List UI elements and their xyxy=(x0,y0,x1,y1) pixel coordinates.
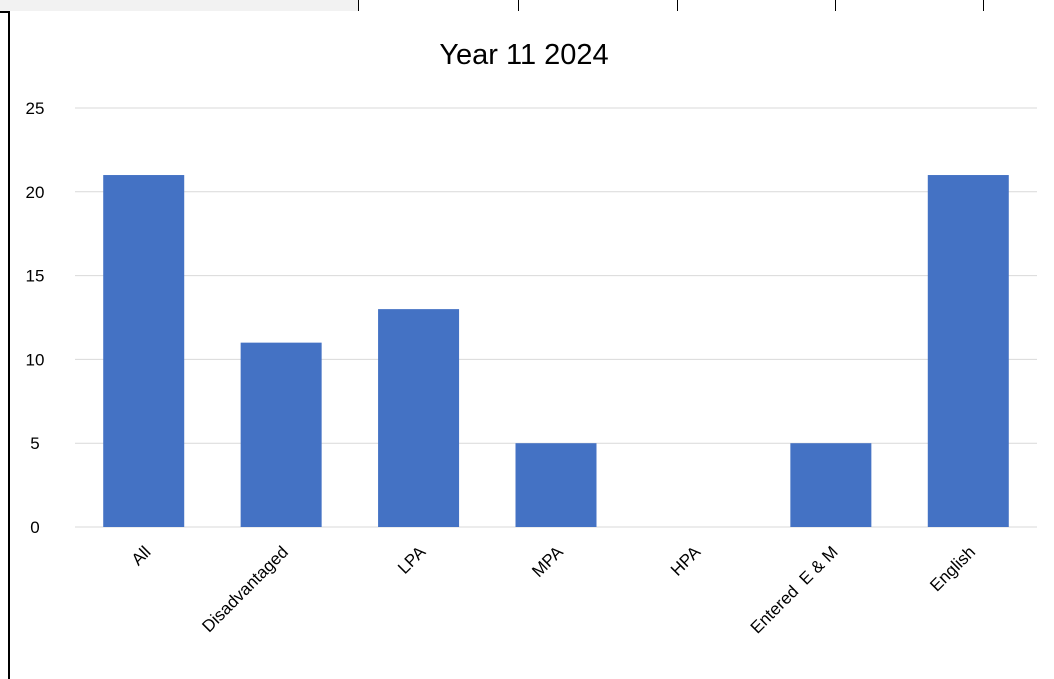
x-tick-label: LPA xyxy=(394,542,430,578)
cell-divider xyxy=(518,0,519,11)
x-tick-label: Disadvantaged xyxy=(198,542,292,636)
cell-divider xyxy=(358,0,359,11)
x-axis-tick-labels: All Disadvantaged LPA MPA HPA Entered E & M En… xyxy=(128,542,979,637)
x-tick-label: HPA xyxy=(667,542,705,580)
y-axis-tick-labels: 0 5 10 15 20 25 xyxy=(26,99,45,537)
y-tick-label: 15 xyxy=(26,267,45,286)
cell-divider xyxy=(835,0,836,11)
y-tick-label: 5 xyxy=(30,434,39,453)
chart-area[interactable]: Year 11 2024 0 5 10 15 20 25 All Disadvantaged… xyxy=(8,11,1054,679)
bars xyxy=(103,175,1009,528)
bar[interactable] xyxy=(515,443,597,527)
y-tick-label: 20 xyxy=(26,183,45,202)
x-tick-label: MPA xyxy=(528,542,567,581)
cell-divider xyxy=(983,0,984,11)
x-tick-label: All xyxy=(128,542,155,569)
y-tick-label: 10 xyxy=(26,350,45,369)
bar-chart: Year 11 2024 0 5 10 15 20 25 All Disadvantaged… xyxy=(26,39,1037,637)
x-tick-label: English xyxy=(926,542,979,595)
bar[interactable] xyxy=(103,175,185,528)
spreadsheet-cell[interactable] xyxy=(0,0,358,11)
y-tick-label: 25 xyxy=(26,99,45,118)
bar[interactable] xyxy=(378,309,460,527)
bar[interactable] xyxy=(927,175,1009,528)
x-tick-label: Entered E & M xyxy=(747,542,842,637)
bar[interactable] xyxy=(790,443,872,527)
y-tick-label: 0 xyxy=(30,518,39,537)
cell-divider xyxy=(677,0,678,11)
bar[interactable] xyxy=(240,342,322,527)
chart-title: Year 11 2024 xyxy=(439,39,608,71)
